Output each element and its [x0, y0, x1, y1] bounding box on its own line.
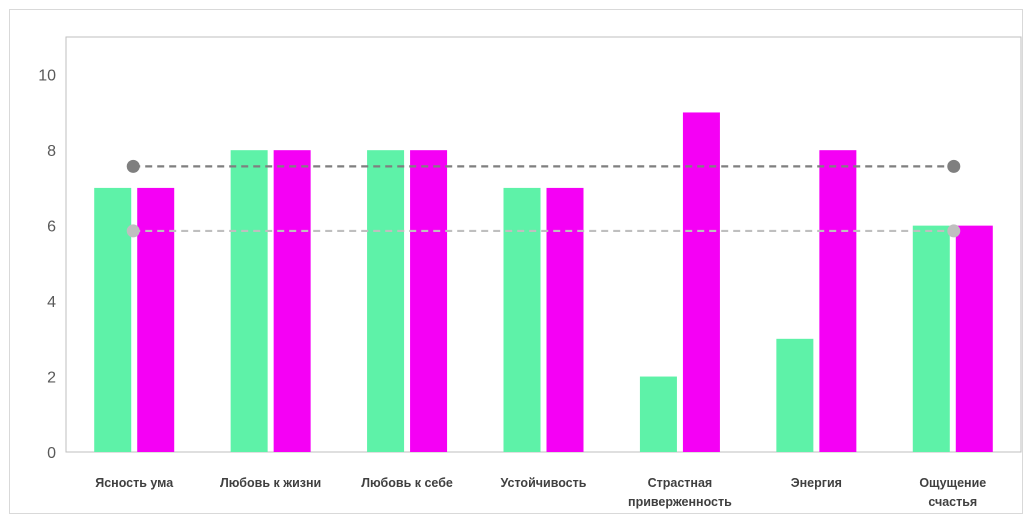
y-tick-label: 2 [47, 370, 56, 387]
plot-area-border [65, 36, 1022, 453]
x-axis-labels: Ясность ума Любовь к жизни Любовь к себе Ус… [95, 476, 986, 509]
bar-series-2 [273, 150, 311, 452]
y-axis-ticks: 0 2 4 6 8 10 [38, 68, 56, 462]
y-tick-label: 8 [47, 143, 56, 160]
bar-series-2 [546, 187, 584, 452]
bar-series-1 [230, 150, 268, 452]
bar-series-2 [410, 150, 448, 452]
bar-series-1 [94, 187, 132, 452]
reference-line-marker [126, 224, 140, 238]
bar-series-2 [137, 187, 175, 452]
plot-area [65, 36, 1022, 453]
y-tick-label: 0 [47, 445, 56, 462]
bar-series-1 [639, 376, 677, 452]
reference-line-marker [126, 159, 140, 173]
bar-series-1 [367, 150, 405, 452]
x-category-label: Страстная приверженность [628, 476, 732, 509]
x-category-label: Энергия [791, 476, 842, 490]
reference-lines [126, 159, 961, 238]
bar-series-2 [819, 150, 857, 452]
y-tick-label: 6 [47, 219, 56, 236]
bar-series-2 [682, 112, 720, 453]
x-category-label: Ощущение счастья [919, 476, 986, 509]
x-category-label: Ясность ума [95, 476, 174, 490]
bar-series-1 [776, 338, 814, 452]
x-category-label: Любовь к себе [361, 476, 453, 490]
reference-line-marker [947, 224, 961, 238]
reference-line-marker [947, 159, 961, 173]
x-category-label: Устойчивость [501, 476, 587, 490]
y-tick-label: 4 [47, 294, 56, 311]
bar-series-1 [912, 225, 950, 452]
bar-series-1 [503, 187, 541, 452]
bar-series-2 [955, 225, 993, 452]
bars [94, 112, 993, 453]
x-category-label: Любовь к жизни [220, 476, 321, 490]
y-tick-label: 10 [38, 68, 56, 85]
